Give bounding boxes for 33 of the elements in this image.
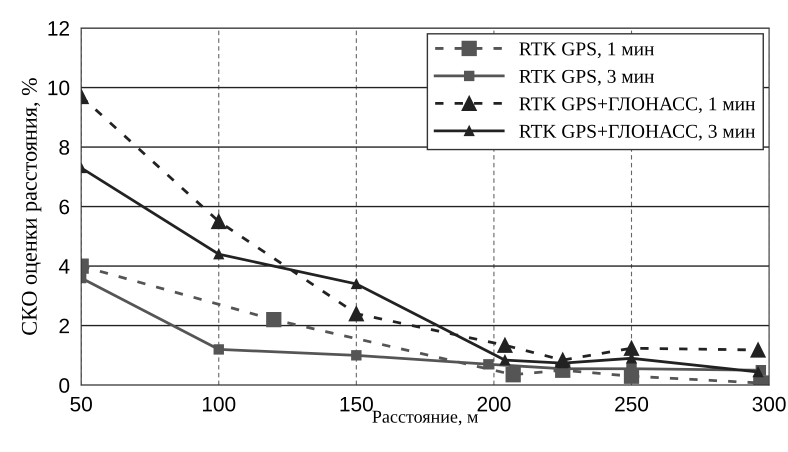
point: [266, 312, 282, 328]
point: [506, 367, 521, 382]
y-tick-label: 12: [48, 21, 70, 36]
x-axis-title: Расстояние, м: [372, 410, 478, 426]
point: [497, 338, 513, 353]
point: [214, 248, 224, 260]
legend-label: RTK GPS, 3 мин: [519, 70, 654, 86]
x-tick-label: 200: [478, 396, 510, 412]
legend-label: RTK GPS+ГЛОНАСС, 3 мин: [519, 124, 756, 141]
point: [351, 350, 362, 361]
y-tick-label: 0: [59, 378, 70, 393]
point: [750, 342, 766, 358]
point: [624, 340, 640, 356]
x-tick-label: 250: [615, 396, 648, 412]
point: [211, 214, 226, 230]
point: [214, 344, 224, 355]
y-tick-label: 6: [60, 200, 70, 214]
y-tick-label: 2: [60, 318, 70, 334]
point: [351, 278, 362, 290]
point: [752, 366, 764, 378]
x-tick-label: 100: [202, 396, 236, 412]
y-tick-label: 4: [58, 259, 70, 274]
legend-label: RTK GPS+ГЛОНАСС, 1 мин: [519, 97, 756, 114]
y-axis-title: СКО оценки расстояния, %: [22, 78, 42, 335]
y-tick-label: 10: [48, 80, 70, 96]
legend-label: RTK GPS, 1 мин: [519, 42, 654, 58]
point: [348, 306, 364, 322]
x-tick-label: 50: [70, 396, 92, 412]
x-tick-label: 150: [340, 396, 373, 412]
y-tick-label: 8: [59, 140, 70, 155]
x-tick-label: 300: [752, 396, 786, 412]
point: [483, 359, 494, 370]
point: [500, 354, 510, 366]
